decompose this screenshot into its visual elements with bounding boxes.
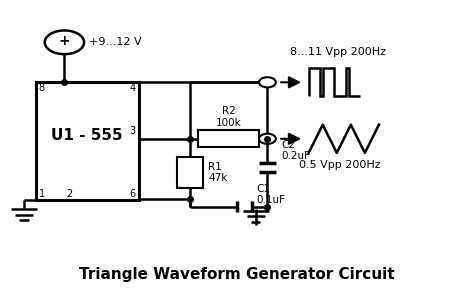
Circle shape bbox=[45, 31, 84, 54]
Text: U1 - 555: U1 - 555 bbox=[51, 128, 123, 143]
Text: C2
0.2uF: C2 0.2uF bbox=[281, 139, 310, 161]
Text: C1
0.1uF: C1 0.1uF bbox=[256, 183, 285, 205]
Text: 6: 6 bbox=[129, 189, 136, 199]
Text: 3: 3 bbox=[129, 126, 136, 136]
Bar bbox=[198, 130, 259, 147]
Text: 0.5 Vpp 200Hz: 0.5 Vpp 200Hz bbox=[299, 160, 381, 170]
Text: Triangle Waveform Generator Circuit: Triangle Waveform Generator Circuit bbox=[79, 267, 395, 282]
Text: R2
100k: R2 100k bbox=[216, 106, 242, 128]
Text: R1
47k: R1 47k bbox=[208, 162, 228, 183]
Text: +: + bbox=[59, 34, 70, 48]
Circle shape bbox=[259, 77, 276, 87]
Text: 8: 8 bbox=[39, 83, 45, 93]
Text: 4: 4 bbox=[129, 83, 136, 93]
Text: 2: 2 bbox=[66, 189, 72, 199]
Bar bbox=[36, 82, 138, 200]
Circle shape bbox=[259, 134, 276, 144]
Text: 1: 1 bbox=[39, 189, 45, 199]
Text: 8...11 Vpp 200Hz: 8...11 Vpp 200Hz bbox=[290, 47, 386, 57]
Text: +9...12 V: +9...12 V bbox=[89, 37, 141, 47]
Bar bbox=[177, 157, 203, 188]
